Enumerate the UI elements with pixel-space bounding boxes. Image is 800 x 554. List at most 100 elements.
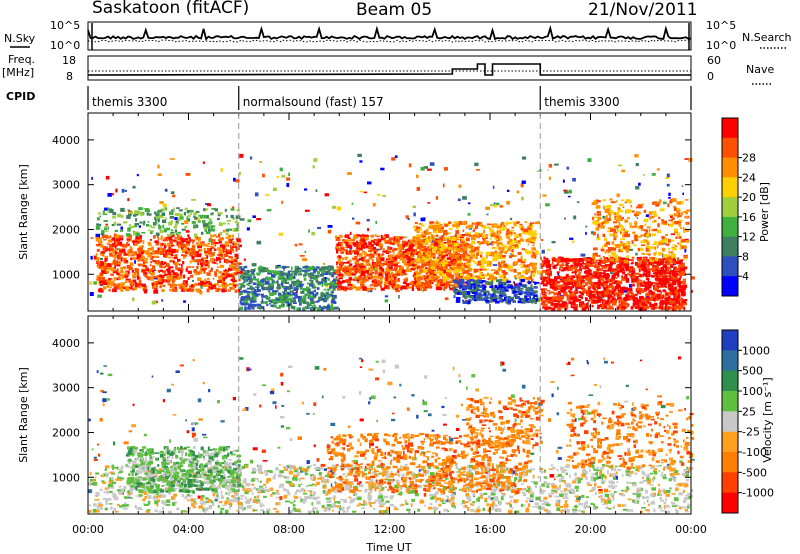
power-echo <box>636 284 640 288</box>
power-echo <box>675 300 680 303</box>
power-echo <box>384 240 389 243</box>
power-echo <box>625 258 630 261</box>
power-echo <box>491 233 494 237</box>
power-echo <box>314 289 316 292</box>
power-echo <box>170 249 176 254</box>
power-echo <box>676 214 682 218</box>
power-echo <box>508 265 513 269</box>
power-echo <box>143 272 148 276</box>
power-echo <box>586 260 589 264</box>
power-echo <box>505 299 508 304</box>
power-echo <box>247 303 252 308</box>
power-echo <box>269 283 275 286</box>
power-echo <box>165 263 169 266</box>
power-echo <box>252 288 255 291</box>
power-echo <box>603 258 607 262</box>
power-echo <box>147 241 151 245</box>
power-echo <box>273 301 277 305</box>
power-echo <box>355 277 357 281</box>
power-echo <box>651 173 656 176</box>
power-echo <box>419 269 425 272</box>
power-echo <box>362 273 365 276</box>
freq-panel-frame <box>87 55 692 81</box>
power-echo <box>414 271 418 273</box>
power-echo <box>444 237 450 239</box>
power-echo <box>282 292 285 295</box>
power-echo <box>259 283 265 286</box>
power-echo <box>193 215 196 218</box>
power-echo <box>449 251 452 254</box>
power-echo <box>552 299 557 303</box>
power-echo <box>667 283 673 288</box>
power-echo <box>474 162 479 167</box>
power-echo <box>224 249 227 252</box>
power-echo <box>207 248 212 252</box>
power-echo <box>646 270 651 275</box>
power-echo <box>407 256 412 261</box>
power-echo <box>473 234 476 237</box>
power-echo <box>448 247 453 250</box>
power-echo <box>601 260 606 264</box>
power-echo <box>213 252 216 254</box>
power-echo <box>445 267 448 271</box>
power-echo <box>246 278 248 282</box>
power-echo <box>178 213 183 217</box>
power-echo <box>405 252 410 255</box>
power-echo <box>605 264 609 267</box>
power-echo <box>104 270 110 273</box>
power-echo <box>365 279 369 282</box>
power-echo <box>311 231 315 236</box>
power-echo <box>491 243 494 246</box>
power-echo <box>473 228 476 231</box>
power-echo <box>134 223 140 226</box>
power-echo <box>441 265 446 270</box>
power-echo <box>465 264 470 267</box>
power-echo <box>372 271 375 274</box>
power-echo <box>420 259 425 264</box>
power-echo <box>197 245 202 249</box>
power-echo <box>125 260 128 263</box>
power-echo <box>247 219 252 223</box>
power-echo <box>542 270 546 273</box>
nave-label: Nave <box>746 63 774 76</box>
power-echo <box>542 194 547 197</box>
power-echo <box>236 223 239 227</box>
power-echo <box>572 177 576 182</box>
power-echo <box>291 306 295 309</box>
power-echo <box>109 252 113 255</box>
power-echo <box>103 239 107 241</box>
power-echo <box>257 266 261 271</box>
power-echo <box>591 275 596 277</box>
power-echo <box>536 270 540 275</box>
power-echo <box>665 306 668 309</box>
power-echo <box>576 274 580 278</box>
power-echo <box>269 284 274 289</box>
power-echo <box>120 268 123 272</box>
power-echo <box>496 243 500 247</box>
power-echo <box>533 286 538 289</box>
power-echo <box>671 272 676 277</box>
power-echo <box>540 272 543 277</box>
power-echo <box>113 283 117 287</box>
power-echo <box>248 284 250 287</box>
power-echo <box>277 266 282 269</box>
power-echo <box>464 277 467 280</box>
power-echo <box>285 301 289 304</box>
power-echo <box>606 288 610 292</box>
power-echo <box>528 281 532 284</box>
power-echo <box>374 270 378 275</box>
power-echo <box>192 280 194 282</box>
power-echo <box>506 241 510 245</box>
power-echo <box>508 267 510 272</box>
power-echo <box>162 219 167 224</box>
power-echo <box>129 262 133 267</box>
power-echo <box>579 275 582 278</box>
power-echo <box>362 234 365 238</box>
power-echo <box>232 282 235 285</box>
power-echo <box>422 285 426 288</box>
power-echo <box>162 224 165 229</box>
power-echo <box>561 263 565 267</box>
power-echo <box>489 229 494 232</box>
power-echo <box>187 277 190 280</box>
power-echo <box>283 289 288 293</box>
